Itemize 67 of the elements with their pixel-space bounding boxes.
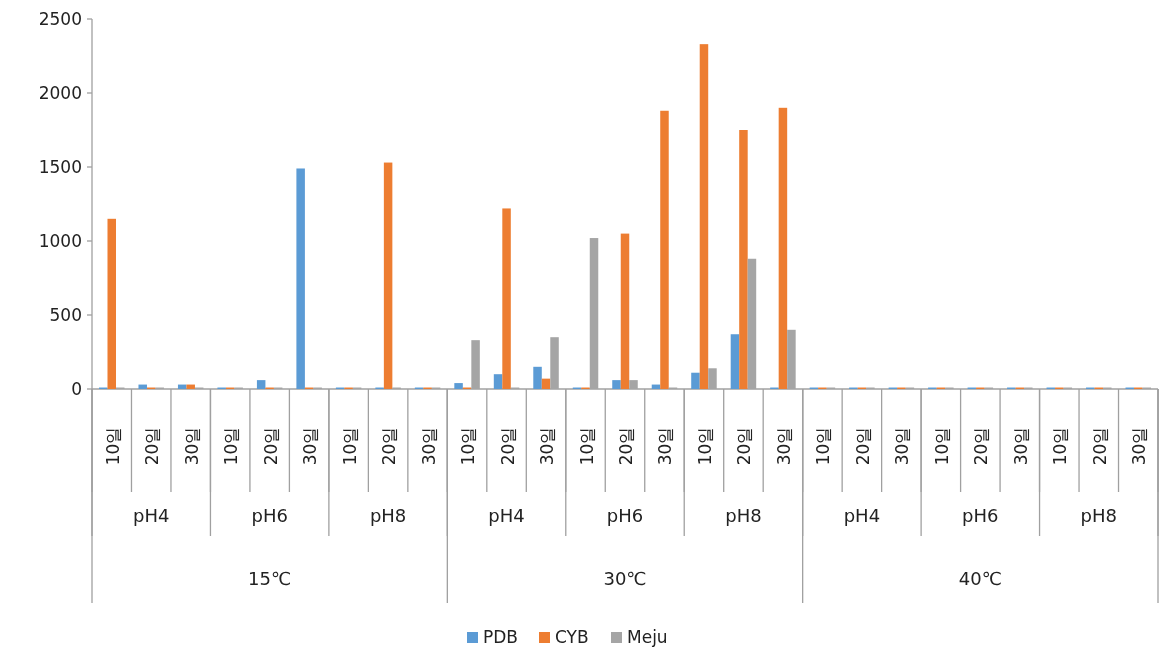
y-tick-label: 2000 [38, 83, 82, 103]
x-tick-label: 30일 [537, 426, 558, 466]
text: pH4 [488, 505, 525, 526]
x-tick-label: 10일 [221, 426, 242, 466]
bar [186, 384, 195, 389]
x-tick-label: 20일 [142, 426, 163, 466]
y-tick-label: 2500 [38, 9, 82, 29]
bar [256, 380, 266, 389]
legend-label: CYB [555, 627, 589, 647]
bar [620, 233, 630, 389]
bar [533, 366, 542, 389]
text: pH4 [843, 505, 881, 526]
x-tick-label: 30일 [773, 426, 794, 466]
x-tick-label: 10일 [576, 426, 597, 466]
x-tick-label: 10일 [1050, 426, 1071, 466]
x-tick-label: 10일 [102, 426, 123, 466]
bar [493, 374, 503, 389]
text: 15℃ [248, 568, 292, 589]
bar [107, 218, 116, 389]
text: pH6 [962, 505, 999, 526]
text: pH8 [725, 505, 762, 526]
y-tick-label: 0 [71, 379, 82, 399]
bar [454, 383, 463, 389]
bar [699, 44, 709, 389]
x-tick-label: 30일 [1129, 426, 1150, 466]
bar [660, 110, 669, 389]
x-tick-label: 10일 [458, 426, 479, 466]
x-tick-label: 20일 [379, 426, 400, 466]
text: pH4 [133, 505, 170, 526]
bar [383, 162, 393, 389]
x-tick-label: 30일 [655, 426, 676, 466]
y-tick-label: 1000 [38, 231, 82, 251]
bar [739, 130, 748, 389]
bar [612, 380, 621, 389]
bar [778, 107, 788, 389]
x-tick-label: 20일 [734, 426, 755, 466]
x-tick-label: 20일 [616, 426, 636, 466]
text: pH6 [606, 505, 644, 526]
bar [691, 372, 700, 389]
x-tick-label: 20일 [971, 426, 992, 466]
x-tick-label: 20일 [1089, 426, 1110, 466]
legend-label: PDB [483, 627, 519, 647]
text: 40℃ [958, 568, 1002, 589]
x-tick-label: 30일 [181, 426, 202, 466]
bar [541, 378, 551, 389]
text: 30℃ [603, 568, 647, 589]
x-tick-label: 30일 [892, 426, 913, 466]
x-tick-label: 20일 [260, 426, 281, 466]
y-tick-label: 1500 [38, 157, 82, 177]
x-tick-label: 20일 [852, 426, 873, 466]
x-tick-label: 30일 [418, 426, 439, 466]
bar [296, 168, 305, 389]
text: pH8 [369, 505, 407, 526]
x-tick-label: 10일 [813, 426, 834, 466]
text: pH8 [1080, 505, 1117, 526]
x-tick-label: 10일 [694, 426, 715, 466]
y-tick-label: 500 [49, 305, 82, 325]
x-tick-label: 20일 [497, 426, 518, 466]
legend-label: Meju [627, 627, 668, 647]
bar [138, 384, 147, 389]
bar [502, 208, 511, 389]
x-tick-label: 30일 [1010, 426, 1031, 466]
x-tick-label: 10일 [339, 426, 360, 466]
bar [730, 334, 740, 389]
text: pH6 [251, 505, 288, 526]
x-tick-label: 30일 [300, 426, 321, 466]
x-tick-label: 10일 [931, 426, 952, 466]
